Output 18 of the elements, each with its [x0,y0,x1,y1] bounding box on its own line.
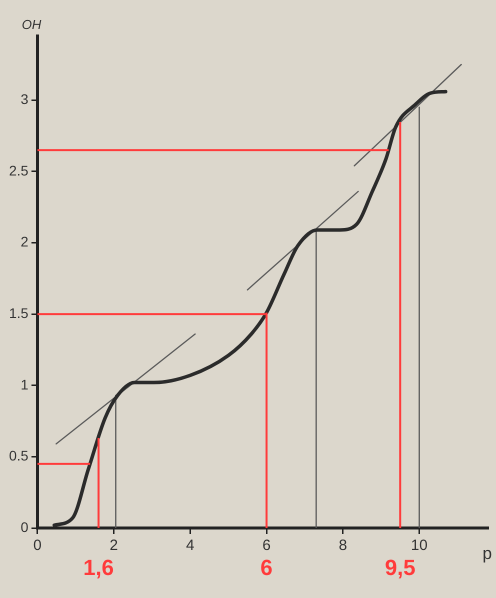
ref-line-label: 6 [260,555,273,580]
y-tick-label: 3 [20,91,29,108]
ref-line-label: 1,6 [83,555,114,580]
y-tick-label: 0.5 [8,448,29,464]
y-tick-label: 2 [20,234,29,250]
y-tick-label: 2.5 [8,162,29,178]
x-tick-label: 6 [262,537,271,554]
y-tick-label: 1 [20,376,29,392]
x-tick-label: 2 [110,537,118,554]
x-tick-label: 10 [410,537,428,554]
x-tick-label: 0 [33,537,42,554]
y-tick-label: 1.5 [8,304,29,321]
y-tick-label: 0 [20,518,29,535]
x-axis-title: p [482,544,492,564]
x-tick-label: 8 [338,537,348,554]
y-axis-title: OH [22,17,42,32]
x-tick-label: 4 [186,537,194,554]
ref-line-label: 9,5 [384,555,416,580]
